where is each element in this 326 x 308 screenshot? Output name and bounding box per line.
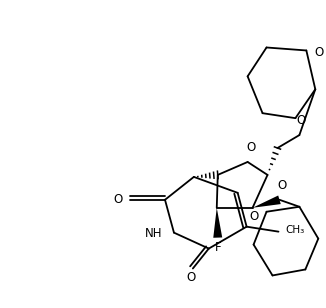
Text: O: O bbox=[314, 46, 324, 59]
Text: O: O bbox=[297, 114, 306, 127]
Text: O: O bbox=[186, 271, 196, 284]
Text: CH₃: CH₃ bbox=[286, 225, 305, 235]
Text: O: O bbox=[246, 141, 255, 154]
Text: F: F bbox=[215, 241, 221, 254]
Text: O: O bbox=[249, 210, 259, 223]
Text: NH: NH bbox=[144, 227, 162, 240]
Polygon shape bbox=[253, 196, 281, 208]
Text: O: O bbox=[113, 193, 122, 206]
Polygon shape bbox=[213, 208, 222, 238]
Text: O: O bbox=[278, 179, 287, 192]
